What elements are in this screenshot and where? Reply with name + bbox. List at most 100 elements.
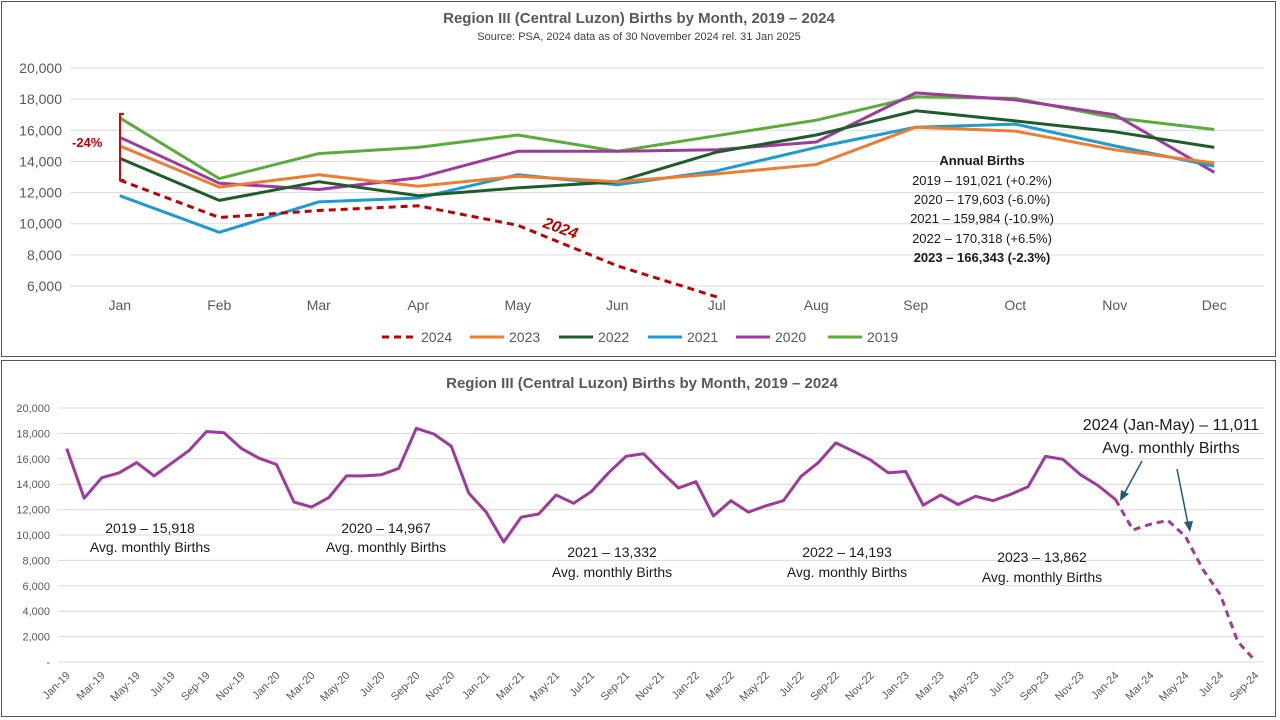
avg-2023-annotation: 2023 – 13,862 Avg. monthly Births: [982, 549, 1102, 585]
series-line-2020: [119, 91, 1216, 191]
x-tick-label: Jul-23: [987, 670, 1017, 700]
x-tick-label: May-22: [738, 670, 772, 704]
avg-2024-line2: Avg. monthly Births: [1102, 440, 1240, 457]
avg-2022-annotation: 2022 – 14,193 Avg. monthly Births: [787, 544, 907, 580]
x-tick-label: Sep-23: [1018, 670, 1052, 704]
chart-1-y-axis: 6,000 8,000 10,000 12,000 14,000 16,000 18,000…: [19, 60, 62, 294]
x-tick-label: Sep-21: [599, 670, 633, 704]
x-tick-label: Sep-24: [1228, 670, 1262, 704]
x-tick-label: Jan-23: [880, 670, 912, 702]
drop-percent-label: -24%: [72, 135, 103, 150]
legend-label-2022: 2022: [598, 329, 629, 345]
chart-1-title: Region III (Central Luzon) Births by Mon…: [443, 10, 835, 27]
avg-2022-line1: 2022 – 14,193: [802, 544, 892, 560]
y-tick-label: 6,000: [22, 581, 50, 593]
avg-2023-line2: Avg. monthly Births: [982, 569, 1102, 585]
avg-2019-annotation: 2019 – 15,918 Avg. monthly Births: [90, 520, 210, 555]
legend-label-2024: 2024: [421, 329, 452, 345]
avg-2020-annotation: 2020 – 14,967 Avg. monthly Births: [326, 520, 446, 555]
avg-2021-annotation: 2021 – 13,332 Avg. monthly Births: [552, 544, 672, 580]
avg-2019-line2: Avg. monthly Births: [90, 539, 210, 555]
chart-2-series: [65, 426, 1257, 662]
drop-bracket: -24%: [72, 113, 124, 181]
series-2024-label: 2024: [540, 214, 580, 243]
x-tick-label: Jul-19: [148, 670, 178, 700]
x-tick-label: Dec: [1202, 297, 1227, 313]
x-tick-label: Nov-23: [1053, 670, 1087, 704]
annual-births-box: Annual Births 2019 – 191,021 (+0.2%) 202…: [910, 153, 1054, 265]
x-tick-label: Nov-20: [424, 670, 458, 704]
x-tick-label: Oct: [1004, 297, 1026, 313]
chart-panel-monthly-timeline: Region III (Central Luzon) Births by Mon…: [1, 360, 1276, 717]
x-tick-label: Nov-19: [214, 670, 248, 704]
y-tick-label: 10,000: [16, 530, 50, 542]
chart-1-svg: Region III (Central Luzon) Births by Mon…: [19, 10, 1264, 345]
x-tick-label: May: [505, 297, 531, 313]
y-tick-label: 12,000: [19, 185, 62, 201]
timeline-line-2024-dashed: [1114, 498, 1257, 662]
x-tick-label: Sep: [903, 297, 928, 313]
x-tick-label: Jul-21: [568, 670, 598, 700]
x-tick-label: May-20: [318, 670, 352, 704]
x-tick-label: May-23: [947, 670, 981, 704]
chart-1-subtitle: Source: PSA, 2024 data as of 30 November…: [477, 31, 801, 43]
x-tick-label: Jan: [108, 297, 131, 313]
avg-2020-line1: 2020 – 14,967: [341, 520, 431, 536]
legend-label-2020: 2020: [775, 329, 806, 345]
x-tick-label: Jul: [708, 297, 726, 313]
y-tick-label: 14,000: [16, 479, 50, 491]
x-tick-label: Jun: [606, 297, 629, 313]
chart-2-svg: Region III (Central Luzon) Births by Mon…: [16, 375, 1264, 704]
y-tick-label: 20,000: [19, 60, 62, 76]
timeline-line-solid: [65, 426, 1117, 544]
chart-1-legend: 2024 2023 2022 2021 2020 2019: [382, 329, 898, 345]
x-tick-label: Mar-21: [494, 670, 527, 703]
arrow-head-right: [1184, 521, 1193, 532]
annual-births-2019: 2019 – 191,021 (+0.2%): [912, 173, 1052, 188]
x-tick-label: Mar-24: [1123, 670, 1156, 703]
x-tick-label: Jul-20: [358, 670, 388, 700]
chart-2-title: Region III (Central Luzon) Births by Mon…: [446, 375, 838, 392]
x-tick-label: Feb: [207, 297, 231, 313]
avg-2022-line2: Avg. monthly Births: [787, 564, 907, 580]
chart-panel-monthly-by-year: Region III (Central Luzon) Births by Mon…: [1, 1, 1276, 357]
x-tick-label: Sep-22: [808, 670, 842, 704]
series-line-2022: [119, 109, 1215, 202]
y-tick-label: 4,000: [22, 606, 50, 618]
annual-births-2021: 2021 – 159,984 (-10.9%): [910, 211, 1054, 226]
avg-2021-line2: Avg. monthly Births: [552, 564, 672, 580]
x-tick-label: Nov: [1102, 297, 1127, 313]
arrow-to-jan-24: [1123, 460, 1143, 495]
x-tick-label: Jan-21: [460, 670, 492, 702]
x-tick-label: Sep-19: [179, 670, 213, 704]
chart-1-series: [118, 91, 1216, 299]
x-tick-label: Nov-21: [634, 670, 668, 704]
y-tick-label: 16,000: [16, 454, 50, 466]
annotation-arrows: [1120, 460, 1193, 532]
legend-label-2021: 2021: [687, 329, 718, 345]
avg-2024-annotation: 2024 (Jan-May) – 11,011 Avg. monthly Bir…: [1083, 417, 1260, 457]
x-tick-label: Jan-24: [1089, 670, 1121, 702]
x-tick-label: Mar: [307, 297, 331, 313]
arrow-head-left: [1120, 490, 1129, 501]
x-tick-label: Mar-19: [75, 670, 108, 703]
y-tick-label: 8,000: [22, 555, 50, 567]
chart-1-x-axis: Jan Feb Mar Apr May Jun Jul Aug Sep Oct Nov Dec: [108, 297, 1226, 313]
avg-2020-line2: Avg. monthly Births: [326, 539, 446, 555]
chart-2-gridlines: [58, 407, 1264, 663]
x-tick-label: May-19: [108, 670, 142, 704]
y-tick-label: 2,000: [22, 632, 50, 644]
y-tick-label: 6,000: [27, 278, 62, 294]
x-tick-label: May-21: [528, 670, 562, 704]
avg-2021-line1: 2021 – 13,332: [567, 544, 657, 560]
annual-births-title: Annual Births: [939, 153, 1024, 168]
annual-births-2022: 2022 – 170,318 (+6.5%): [912, 231, 1052, 246]
x-tick-label: Jan-20: [250, 670, 282, 702]
chart-2-x-axis: Jan-19 Mar-19 May-19 Jul-19 Sep-19 Nov-19 Jan-…: [41, 670, 1262, 704]
x-tick-label: Apr: [407, 297, 429, 313]
legend-label-2019: 2019: [867, 329, 898, 345]
series-line-2023: [119, 125, 1215, 189]
chart-2-y-axis: - 2,000 4,000 6,000 8,000 10,000 12,000 14,000 1…: [16, 403, 50, 669]
x-tick-label: Jul-24: [1197, 670, 1227, 700]
y-tick-label: -: [46, 657, 50, 669]
